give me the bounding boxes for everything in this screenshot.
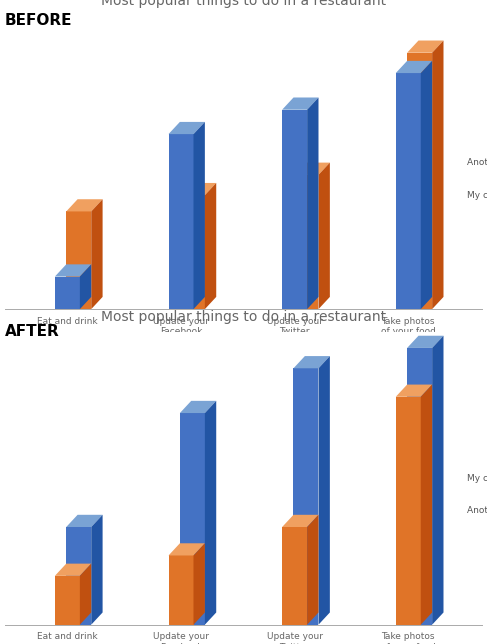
Polygon shape <box>396 397 421 625</box>
Polygon shape <box>307 515 318 625</box>
Polygon shape <box>421 384 432 625</box>
Text: BEFORE: BEFORE <box>5 13 73 28</box>
Polygon shape <box>307 97 318 309</box>
Text: My country: My country <box>468 191 487 200</box>
Polygon shape <box>91 515 103 625</box>
Polygon shape <box>80 264 91 309</box>
Polygon shape <box>396 73 421 309</box>
Polygon shape <box>282 515 318 527</box>
Polygon shape <box>407 348 432 625</box>
Polygon shape <box>396 61 432 73</box>
Legend: My country, Another country: My country, Another country <box>95 440 278 457</box>
Text: My country: My country <box>468 474 487 482</box>
Polygon shape <box>80 564 91 625</box>
Polygon shape <box>193 122 205 309</box>
Polygon shape <box>55 576 80 625</box>
Polygon shape <box>180 195 205 309</box>
Polygon shape <box>91 199 103 309</box>
Polygon shape <box>180 401 216 413</box>
Polygon shape <box>55 564 91 576</box>
Title: Most popular things to do in a restaurant: Most popular things to do in a restauran… <box>101 0 386 8</box>
Polygon shape <box>432 336 444 625</box>
Polygon shape <box>318 356 330 625</box>
Polygon shape <box>205 183 216 309</box>
Polygon shape <box>169 134 193 309</box>
Polygon shape <box>169 544 205 556</box>
Polygon shape <box>318 162 330 309</box>
Polygon shape <box>396 384 432 397</box>
Polygon shape <box>294 175 318 309</box>
Polygon shape <box>180 183 216 195</box>
Polygon shape <box>294 368 318 625</box>
Text: AFTER: AFTER <box>5 324 59 339</box>
Text: Another country: Another country <box>468 158 487 167</box>
Polygon shape <box>282 527 307 625</box>
Polygon shape <box>55 264 91 276</box>
Polygon shape <box>294 162 330 175</box>
Polygon shape <box>432 41 444 309</box>
Polygon shape <box>421 61 432 309</box>
Polygon shape <box>169 122 205 134</box>
Title: Most popular things to do in a restaurant: Most popular things to do in a restauran… <box>101 310 386 323</box>
Polygon shape <box>407 53 432 309</box>
Polygon shape <box>55 276 80 309</box>
Polygon shape <box>407 336 444 348</box>
Polygon shape <box>180 413 205 625</box>
Polygon shape <box>205 401 216 625</box>
Polygon shape <box>294 356 330 368</box>
Polygon shape <box>66 199 103 211</box>
Polygon shape <box>66 515 103 527</box>
Polygon shape <box>169 556 193 625</box>
Polygon shape <box>66 211 91 309</box>
Polygon shape <box>193 544 205 625</box>
Polygon shape <box>282 97 318 109</box>
Polygon shape <box>407 41 444 53</box>
Polygon shape <box>66 527 91 625</box>
Text: Another country: Another country <box>468 506 487 515</box>
Polygon shape <box>282 109 307 309</box>
